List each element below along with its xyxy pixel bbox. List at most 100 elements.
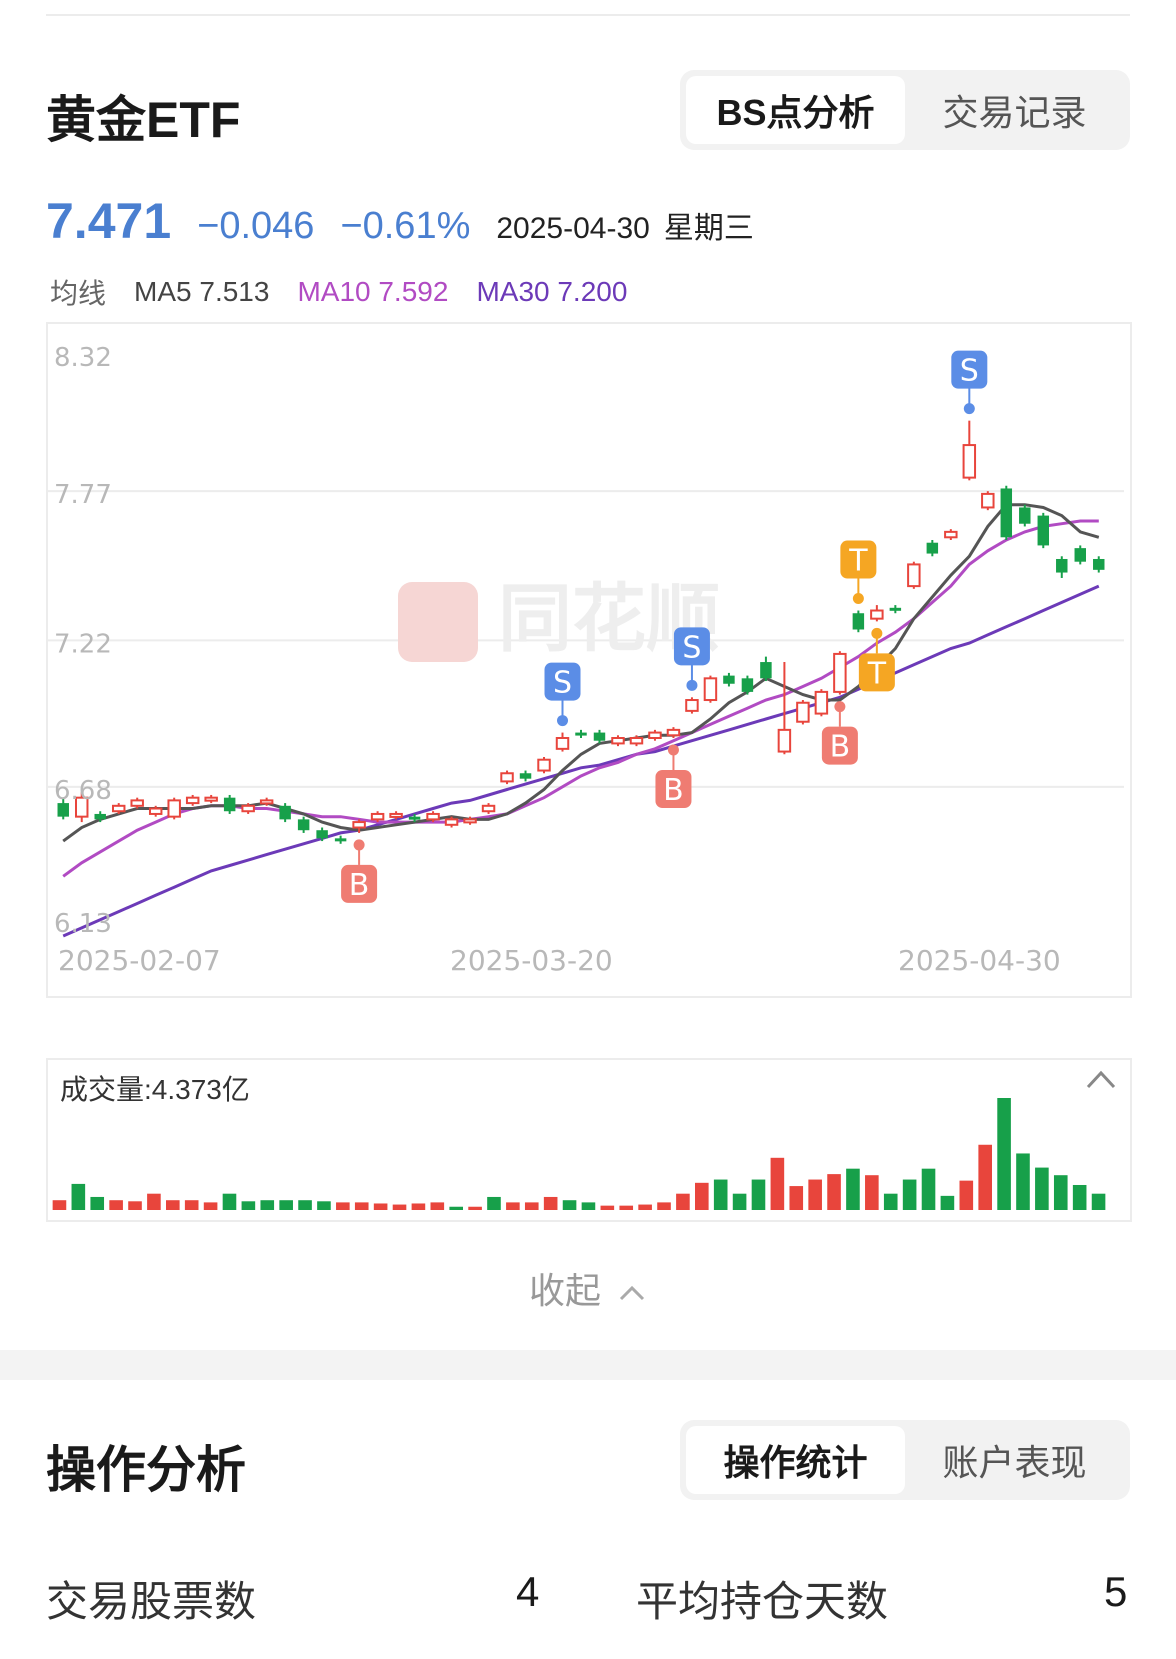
candle-body-up bbox=[666, 728, 681, 737]
tab-bs-analysis[interactable]: BS点分析 bbox=[686, 76, 905, 144]
volume-bar bbox=[184, 1200, 199, 1210]
ma30-value: MA30 7.200 bbox=[476, 276, 628, 307]
stat-value-avg-holding-days: 5 bbox=[1104, 1568, 1128, 1615]
candle-body-up bbox=[389, 812, 403, 818]
volume-bar bbox=[166, 1200, 180, 1210]
candle-body-down bbox=[1019, 507, 1031, 524]
chevron-up-icon bbox=[619, 1286, 645, 1301]
bs-marker[interactable]: B bbox=[821, 701, 858, 765]
candle-body-up bbox=[537, 758, 551, 772]
volume-bar bbox=[147, 1193, 161, 1210]
candle bbox=[611, 735, 625, 747]
bs-marker[interactable]: S bbox=[673, 627, 710, 691]
tab-operation-stats[interactable]: 操作统计 bbox=[686, 1426, 905, 1494]
candle-body-up bbox=[500, 772, 514, 783]
volume-bar bbox=[676, 1193, 690, 1210]
candle-body-up bbox=[629, 737, 644, 745]
candle bbox=[666, 727, 681, 738]
bs-marker[interactable]: S bbox=[951, 350, 988, 415]
candle bbox=[1074, 545, 1086, 565]
candle-body-up bbox=[962, 444, 977, 479]
marker-dot bbox=[557, 715, 569, 727]
volume-bar bbox=[128, 1201, 142, 1210]
candle-body-up bbox=[111, 804, 126, 813]
candle-body-up bbox=[167, 799, 181, 818]
bs-marker[interactable]: B bbox=[341, 839, 378, 903]
candle bbox=[1056, 556, 1068, 578]
ma10-line bbox=[62, 519, 1099, 878]
candle bbox=[703, 675, 718, 703]
quote-date: 2025-04-30 bbox=[496, 212, 650, 245]
candle-body-up bbox=[370, 812, 385, 821]
candle-body-up bbox=[611, 737, 625, 745]
candle bbox=[593, 729, 606, 744]
candle bbox=[316, 827, 328, 842]
candle-body-up bbox=[944, 530, 958, 539]
candle bbox=[167, 797, 181, 820]
tab-account-performance[interactable]: 账户表现 bbox=[942, 1442, 1087, 1483]
candle bbox=[760, 656, 772, 682]
candle bbox=[741, 675, 754, 695]
price-change: −0.046 bbox=[197, 205, 315, 247]
x-tick-label: 2025-04-30 bbox=[898, 944, 1061, 977]
volume-bar bbox=[695, 1182, 709, 1210]
candle bbox=[408, 813, 421, 823]
volume-chart[interactable]: 成交量:4.373亿 bbox=[46, 1058, 1132, 1222]
volume-bar bbox=[562, 1200, 577, 1210]
volume-bar bbox=[619, 1205, 634, 1210]
kline-chart[interactable]: 同花顺 B S B S B T T S 8.32 7.77 7.22 6.68 6.13 2025-0… bbox=[46, 322, 1132, 998]
marker-badge bbox=[544, 662, 581, 701]
marker-dot bbox=[667, 744, 679, 756]
candle-body-down bbox=[1093, 558, 1105, 570]
x-tick-label: 2025-03-20 bbox=[450, 944, 613, 977]
bs-marker[interactable]: B bbox=[655, 744, 692, 809]
volume-bar bbox=[713, 1179, 728, 1210]
etf-header: 黄金ETF BS点分析 交易记录 bbox=[46, 70, 1130, 150]
tab-trade-records[interactable]: 交易记录 bbox=[942, 92, 1087, 133]
collapse-button[interactable]: 收起 bbox=[0, 1262, 1176, 1314]
candle bbox=[723, 672, 735, 687]
marker-badge bbox=[673, 627, 710, 666]
volume-bar bbox=[657, 1202, 671, 1210]
volume-bar bbox=[336, 1202, 350, 1210]
candle bbox=[75, 792, 89, 823]
volume-bar bbox=[298, 1200, 312, 1210]
candle bbox=[926, 540, 939, 557]
candle bbox=[852, 610, 865, 633]
volume-bar bbox=[959, 1180, 974, 1210]
volume-label-text: 成交量: bbox=[60, 1074, 152, 1105]
volume-bar bbox=[543, 1196, 558, 1210]
volume-bar bbox=[883, 1193, 898, 1210]
volume-bar bbox=[978, 1144, 992, 1210]
watermark-logo-icon bbox=[398, 582, 478, 662]
quote-weekday: 星期三 bbox=[663, 212, 754, 245]
candle bbox=[575, 729, 587, 738]
marker-label: T bbox=[848, 544, 868, 579]
candle-body-down bbox=[1000, 488, 1013, 538]
volume-toggle[interactable] bbox=[1084, 1066, 1118, 1098]
bs-marker[interactable]: S bbox=[544, 662, 581, 727]
analysis-header: 操作分析 操作统计 账户表现 bbox=[46, 1420, 1130, 1500]
candle-body-up bbox=[130, 799, 144, 807]
volume-bar bbox=[71, 1183, 86, 1210]
bs-marker[interactable]: T bbox=[858, 627, 895, 692]
analysis-title: 操作分析 bbox=[46, 1442, 246, 1498]
candle bbox=[241, 803, 255, 814]
volume-bar bbox=[52, 1200, 67, 1210]
candle bbox=[1093, 556, 1105, 573]
candle bbox=[796, 700, 810, 725]
ma5-line bbox=[62, 503, 1100, 843]
candle bbox=[481, 803, 496, 814]
candle bbox=[57, 797, 69, 820]
candle bbox=[889, 605, 902, 614]
candle bbox=[962, 420, 977, 481]
candle-body-up bbox=[981, 492, 995, 509]
bs-marker[interactable]: T bbox=[840, 540, 877, 605]
marker-badge bbox=[858, 653, 895, 692]
candle-body-down bbox=[760, 662, 772, 679]
top-divider bbox=[46, 14, 1130, 16]
candle-body-up bbox=[481, 804, 496, 813]
volume-bar bbox=[260, 1200, 275, 1210]
volume-bar bbox=[449, 1206, 463, 1210]
marker-dot bbox=[686, 679, 698, 691]
